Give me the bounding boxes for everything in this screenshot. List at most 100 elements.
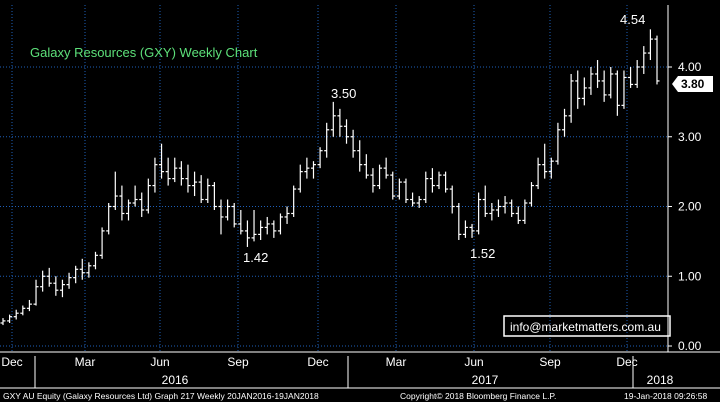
ohlc-bar — [205, 178, 211, 204]
ohlc-bar — [225, 199, 231, 221]
ohlc-bar — [423, 171, 429, 204]
ohlc-bar — [132, 185, 138, 207]
ohlc-bar — [277, 213, 283, 235]
ohlc-bar — [522, 199, 528, 224]
ohlc-bar — [251, 209, 257, 242]
x-year-label: 2018 — [647, 373, 674, 387]
ohlc-bar — [383, 157, 389, 179]
ohlc-bar — [476, 192, 482, 235]
x-year-label: 2017 — [472, 373, 499, 387]
ohlc-bar — [370, 168, 376, 193]
last-price-tag: 3.80 — [672, 76, 713, 92]
ohlc-bar — [568, 73, 574, 123]
annotation-high-454: 4.54 — [620, 12, 645, 27]
ohlc-bar — [99, 227, 105, 259]
annotation-low-152: 1.52 — [470, 246, 495, 261]
ohlc-bar — [357, 140, 363, 172]
ohlc-bar — [654, 35, 660, 85]
ohlc-bars — [0, 29, 660, 326]
ohlc-bar — [92, 251, 98, 270]
ohlc-bar — [244, 220, 250, 247]
watermark-box: info@marketmatters.com.au — [503, 315, 671, 337]
ohlc-bar — [7, 314, 13, 323]
ohlc-bar — [443, 171, 449, 193]
ohlc-bar — [178, 161, 184, 186]
ohlc-bar — [139, 192, 145, 217]
ohlc-bar — [291, 185, 297, 217]
y-tick-label: 1.00 — [678, 269, 702, 283]
ohlc-bar — [363, 154, 369, 179]
ohlc-bar — [126, 199, 132, 221]
ohlc-bar — [515, 206, 521, 224]
ohlc-bar — [106, 203, 112, 235]
y-axis-ticks: 0.00 1.00 2.00 3.00 4.00 — [667, 5, 702, 353]
ohlc-bar — [628, 67, 634, 88]
footer: GXY AU Equity (Galaxy Resources Ltd) Gra… — [3, 391, 707, 401]
ohlc-bar — [40, 270, 46, 292]
ohlc-bar — [509, 199, 515, 217]
ohlc-bar — [66, 272, 72, 289]
ohlc-bar — [456, 203, 462, 240]
ohlc-bar — [53, 276, 59, 296]
ohlc-bar — [198, 175, 204, 204]
ohlc-bar — [429, 168, 435, 193]
ohlc-bar — [641, 46, 647, 74]
ohlc-bar — [489, 203, 495, 221]
ohlc-bar — [614, 70, 620, 116]
ohlc-bar — [165, 157, 171, 186]
ohlc-bar — [26, 299, 32, 312]
ohlc-bar — [528, 182, 534, 207]
ohlc-bar — [304, 157, 310, 179]
ohlc-bar — [264, 216, 270, 235]
ohlc-bar — [469, 223, 475, 238]
y-tick-label: 4.00 — [678, 60, 702, 74]
ohlc-bar — [390, 171, 396, 200]
chart-title: Galaxy Resources (GXY) Weekly Chart — [30, 45, 258, 60]
ohlc-bar — [337, 108, 343, 137]
annotation-low-142: 1.42 — [243, 250, 268, 265]
x-month-label: Jun — [150, 355, 169, 369]
x-month-label: Dec — [307, 355, 328, 369]
ohlc-bar — [462, 220, 468, 238]
x-axis: Dec Mar Jun Sep Dec Mar Jun Sep Dec 2016 2017 2018 — [0, 351, 720, 389]
ohlc-bar — [588, 67, 594, 95]
watermark-text: info@marketmatters.com.au — [510, 320, 661, 334]
ohlc-bar — [46, 267, 52, 287]
ohlc-bar — [436, 171, 442, 190]
x-month-label: Mar — [75, 355, 96, 369]
ohlc-bar — [416, 196, 422, 208]
ohlc-bar — [0, 318, 6, 326]
annotation-peak-350: 3.50 — [331, 86, 356, 101]
last-price-value: 3.80 — [681, 77, 705, 91]
y-tick-label: 2.00 — [678, 200, 702, 214]
ohlc-bar — [330, 101, 336, 137]
footer-right: 19-Jan-2018 09:26:58 — [624, 391, 707, 401]
y-tick-label: 0.00 — [678, 339, 702, 353]
ohlc-bar — [634, 60, 640, 88]
ohlc-bar — [403, 178, 409, 204]
ohlc-bar — [502, 196, 508, 214]
ohlc-bar — [152, 157, 158, 193]
ohlc-bar — [647, 29, 653, 61]
ohlc-bar — [608, 67, 614, 99]
y-tick-label: 3.00 — [678, 130, 702, 144]
ohlc-bar — [73, 265, 79, 284]
ohlc-bar — [192, 171, 198, 197]
x-month-label: Dec — [1, 355, 22, 369]
x-year-label: 2016 — [162, 373, 189, 387]
ohlc-bar — [575, 70, 581, 109]
ohlc-bar — [555, 122, 561, 165]
ohlc-bar — [218, 199, 224, 235]
ohlc-bar — [33, 279, 39, 306]
ohlc-bar — [581, 77, 587, 106]
ohlc-bar — [86, 262, 92, 278]
ohlc-bar — [377, 164, 383, 190]
footer-left: GXY AU Equity (Galaxy Resources Ltd) Gra… — [3, 391, 319, 401]
ohlc-bar — [112, 171, 118, 210]
ohlc-bar — [324, 122, 330, 158]
ohlc-bar — [350, 129, 356, 158]
x-month-label: Sep — [227, 355, 249, 369]
x-month-label: Sep — [539, 355, 561, 369]
ohlc-bar — [284, 206, 290, 224]
